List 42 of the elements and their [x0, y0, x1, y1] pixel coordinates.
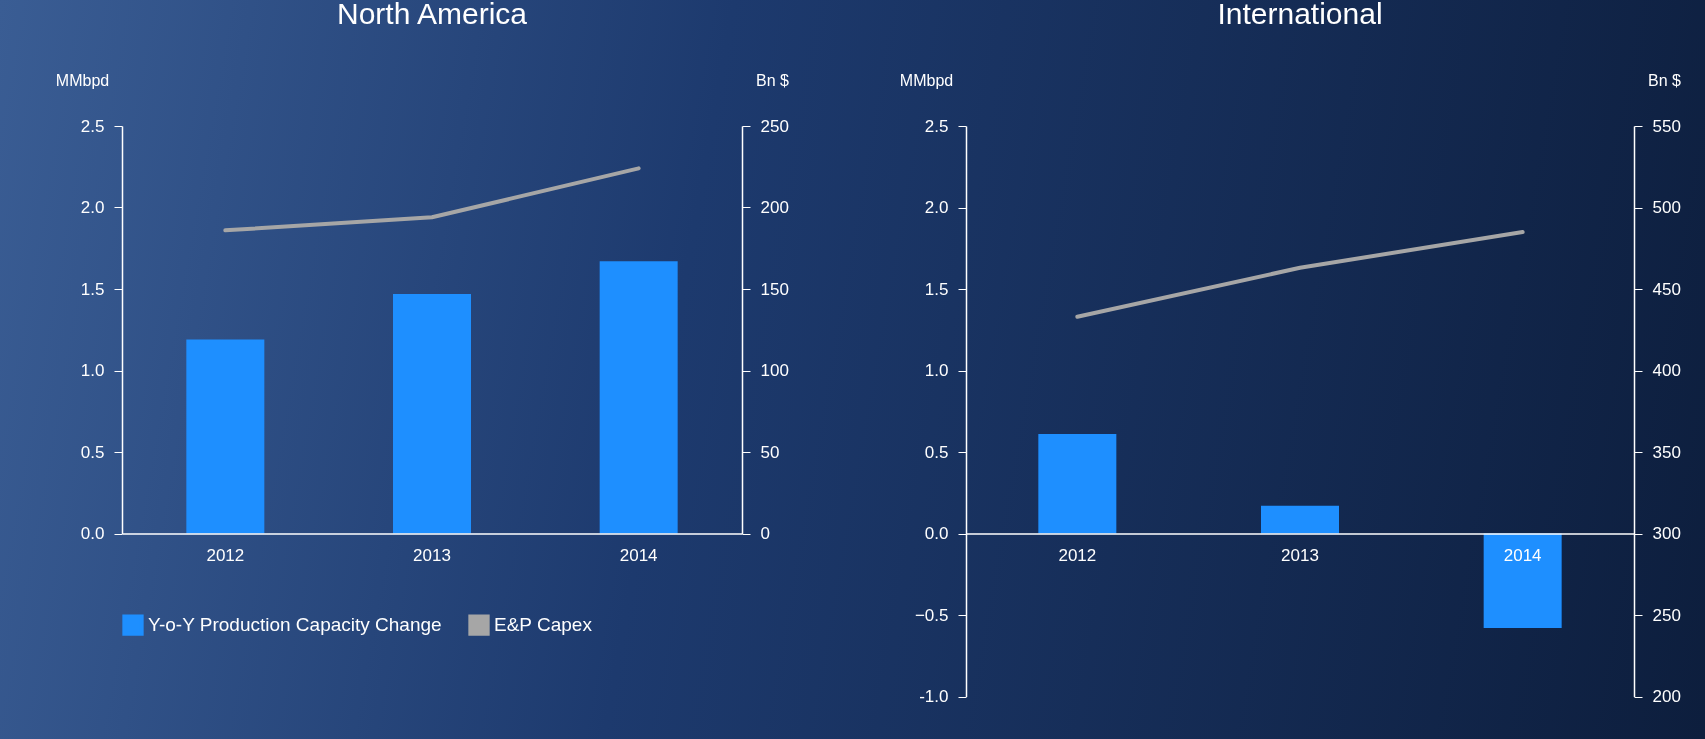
chart-title: North America — [336, 0, 528, 30]
y2-tick-label: 200 — [760, 198, 789, 217]
y2-tick-label: 500 — [1652, 198, 1681, 217]
x-tick-label: 2014 — [619, 546, 658, 565]
y-tick-label: 1.5 — [924, 279, 949, 299]
x-tick-label: 2013 — [1281, 546, 1319, 565]
legend-label: Y-o-Y Production Capacity Change — [148, 614, 442, 636]
y2-tick-label: 350 — [1652, 442, 1681, 462]
x-tick-label: 2014 — [1503, 546, 1542, 565]
y2-tick-label: 50 — [760, 442, 780, 462]
y2-tick-label: 550 — [1652, 116, 1681, 136]
y-tick-label: 2.5 — [924, 116, 949, 136]
x-tick-label: 2013 — [413, 546, 451, 565]
y2-tick-label: 300 — [1652, 524, 1681, 543]
y-tick-label: 0.0 — [924, 524, 949, 543]
y-tick-label: 0.5 — [80, 442, 105, 462]
y2-tick-label: 250 — [760, 116, 789, 136]
y2-tick-label: 150 — [760, 279, 789, 299]
y-tick-label: 0.5 — [924, 442, 949, 462]
y-tick-label: -1.0 — [919, 687, 949, 706]
y-tick-label: 1.0 — [924, 361, 949, 380]
x-tick-label: 2012 — [1058, 546, 1097, 565]
y2-tick-label: 100 — [760, 361, 789, 380]
y-tick-label: 1.0 — [80, 361, 105, 380]
y2-tick-label: 0 — [760, 524, 770, 543]
y-tick-label: 0.0 — [80, 524, 105, 543]
y-tick-label: 1.5 — [80, 279, 105, 299]
y2-axis-title: Bn $ — [756, 71, 790, 89]
y-tick-label: 2.0 — [80, 198, 105, 217]
y-axis-title: MMbpd — [899, 71, 954, 89]
y-tick-label: 2.0 — [924, 198, 949, 217]
y-tick-label: 2.5 — [80, 116, 105, 136]
y2-axis-title: Bn $ — [1648, 71, 1682, 89]
y2-tick-label: 400 — [1652, 361, 1681, 380]
y-tick-label: −0.5 — [914, 605, 949, 625]
y-axis-title: MMbpd — [55, 71, 110, 89]
y2-tick-label: 250 — [1652, 605, 1681, 625]
x-tick-label: 2012 — [206, 546, 245, 565]
y2-tick-label: 450 — [1652, 279, 1681, 299]
y2-tick-label: 200 — [1652, 687, 1681, 706]
legend-label: E&P Capex — [494, 614, 593, 636]
chart-title: International — [1217, 0, 1383, 30]
